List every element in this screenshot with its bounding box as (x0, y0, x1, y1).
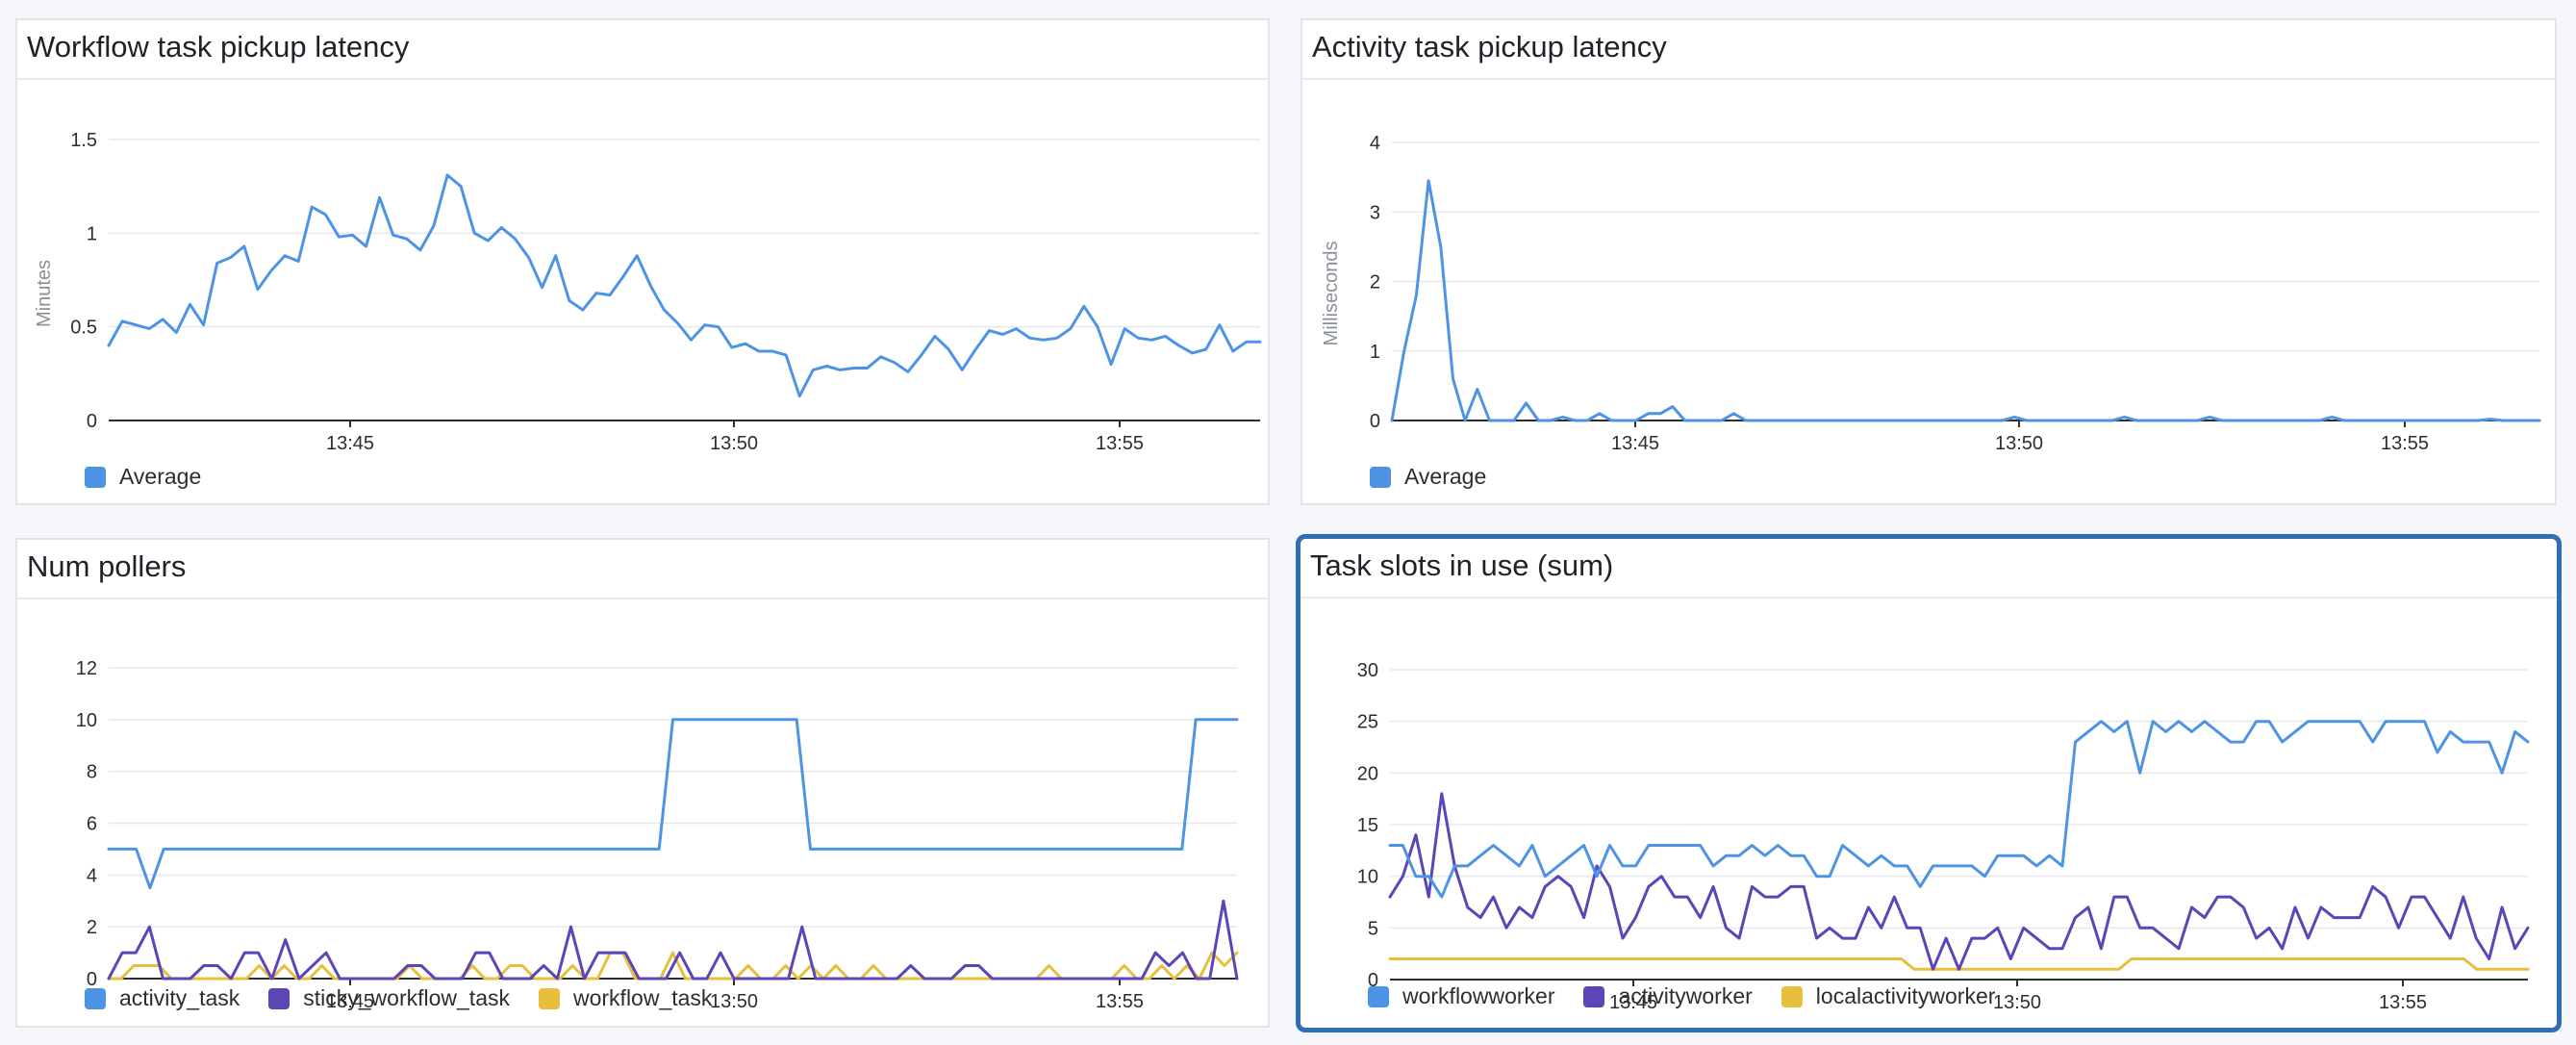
panel-title: Task slots in use (sum) (1310, 548, 1614, 582)
legend-label: workflowworker (1402, 983, 1555, 1008)
chart-workflow-task-pickup-latency: 0 0.5 1 1.5 13:45 13:50 13:55 Minutes (34, 130, 1262, 454)
chart-num-pollers: 0 2 4 6 8 10 12 13:45 13:50 13:55 (76, 658, 1239, 1012)
legend-swatch (1780, 985, 1803, 1007)
legend: Average (1370, 464, 1486, 490)
legend-swatch (1370, 466, 1391, 488)
y-tick-label: 4 (1370, 133, 1380, 154)
y-tick-label: 20 (1357, 763, 1378, 784)
y-tick-label: 1 (1370, 342, 1380, 363)
y-tick-label: 2 (1370, 272, 1380, 293)
panel-title: Workflow task pickup latency (27, 30, 410, 64)
legend-swatch (1583, 985, 1605, 1007)
panel-task-slots-in-use[interactable]: Task slots in use (sum) 0 5 10 15 20 25 30 13:4… (1296, 534, 2562, 1032)
series-line-workflow-task (107, 951, 1239, 981)
x-tick-label: 13:55 (2379, 992, 2427, 1013)
series-line-localactivityworker (1388, 957, 2530, 971)
x-tick-label: 13:45 (326, 433, 374, 454)
legend-label: Average (1404, 464, 1487, 489)
y-tick-label: 15 (1357, 815, 1378, 836)
x-tick-label: 13:55 (2381, 433, 2429, 454)
legend-label: Average (119, 464, 202, 489)
legend-label: sticky_workflow_task (303, 985, 510, 1010)
panel-header: Task slots in use (sum) (1301, 539, 2557, 599)
x-tick-label: 13:50 (710, 991, 758, 1012)
y-axis-label: Milliseconds (1321, 242, 1342, 346)
x-tick-label: 13:55 (1096, 433, 1144, 454)
legend-item-workflowworker[interactable]: workflowworker (1368, 983, 1554, 1009)
legend-item-average[interactable]: Average (1370, 464, 1486, 490)
legend-item-workflow-task[interactable]: workflow_task (539, 985, 712, 1011)
y-tick-label: 2 (87, 917, 97, 938)
series-line-average (1390, 179, 2541, 422)
legend-label: localactivityworker (1815, 983, 1996, 1008)
x-tick-label: 13:45 (1611, 433, 1659, 454)
y-tick-label: 0 (1368, 970, 1378, 991)
y-tick-label: 0 (87, 969, 97, 990)
y-tick-label: 3 (1370, 202, 1380, 223)
legend: Average (85, 464, 201, 490)
series-line-activity-task (107, 718, 1239, 890)
y-tick-label: 6 (87, 814, 97, 835)
panel-workflow-task-pickup-latency: Workflow task pickup latency 0 0.5 1 1.5 13:… (15, 18, 1270, 505)
legend: activity_task sticky_workflow_task workf… (85, 985, 712, 1011)
chart-activity-task-pickup-latency: 0 1 2 3 4 13:45 13:50 13:55 Milliseconds (1321, 133, 2541, 454)
legend-item-activityworker[interactable]: activityworker (1583, 983, 1753, 1009)
y-tick-label: 0 (1370, 411, 1380, 432)
series-line-activityworker (1388, 792, 2530, 971)
legend-item-localactivityworker[interactable]: localactivityworker (1780, 983, 1996, 1009)
x-tick-label: 13:45 (1609, 992, 1657, 1013)
series-line-average (107, 173, 1262, 398)
chart-task-slots-in-use: 0 5 10 15 20 25 30 13:45 13:50 13:55 (1357, 660, 2530, 1013)
y-tick-label: 5 (1368, 918, 1378, 939)
legend-swatch (85, 987, 106, 1009)
panel-num-pollers: Num pollers 0 2 4 6 8 10 12 13:45 13:50 13:55 act… (15, 538, 1270, 1028)
x-tick-label: 13:55 (1096, 991, 1144, 1012)
panel-header: Num pollers (17, 540, 1268, 599)
y-tick-label: 1 (87, 223, 97, 244)
panel-activity-task-pickup-latency: Activity task pickup latency 0 1 2 3 4 13:45 1… (1301, 18, 2557, 505)
y-tick-label: 12 (76, 658, 97, 679)
y-tick-label: 0.5 (70, 318, 97, 339)
legend: workflowworker activityworker localactiv… (1368, 983, 1995, 1009)
y-tick-label: 10 (1357, 867, 1378, 888)
legend-item-sticky-workflow-task[interactable]: sticky_workflow_task (268, 985, 510, 1011)
y-tick-label: 30 (1357, 660, 1378, 681)
x-tick-label: 13:45 (326, 991, 374, 1012)
panel-title: Num pollers (27, 549, 187, 583)
legend-swatch (268, 987, 290, 1009)
y-tick-label: 0 (87, 411, 97, 432)
y-tick-label: 1.5 (70, 130, 97, 151)
panel-header: Activity task pickup latency (1302, 20, 2555, 80)
legend-swatch (539, 987, 560, 1009)
y-tick-label: 10 (76, 710, 97, 731)
panel-header: Workflow task pickup latency (17, 20, 1268, 80)
y-tick-label: 8 (87, 762, 97, 783)
legend-item-average[interactable]: Average (85, 464, 201, 490)
y-axis-label: Minutes (34, 260, 55, 327)
y-tick-label: 4 (87, 865, 97, 886)
legend-label: activity_task (119, 985, 240, 1010)
y-tick-label: 25 (1357, 712, 1378, 733)
x-tick-label: 13:50 (1995, 433, 2043, 454)
legend-swatch (85, 466, 106, 488)
legend-item-activity-task[interactable]: activity_task (85, 985, 240, 1011)
series-line-sticky-workflow-task (107, 899, 1239, 981)
panel-title: Activity task pickup latency (1312, 30, 1667, 64)
x-tick-label: 13:50 (1993, 992, 2041, 1013)
series-line-workflowworker (1388, 720, 2530, 899)
legend-label: workflow_task (573, 985, 713, 1010)
x-tick-label: 13:50 (710, 433, 758, 454)
legend-label: activityworker (1618, 983, 1753, 1008)
legend-swatch (1368, 985, 1389, 1007)
